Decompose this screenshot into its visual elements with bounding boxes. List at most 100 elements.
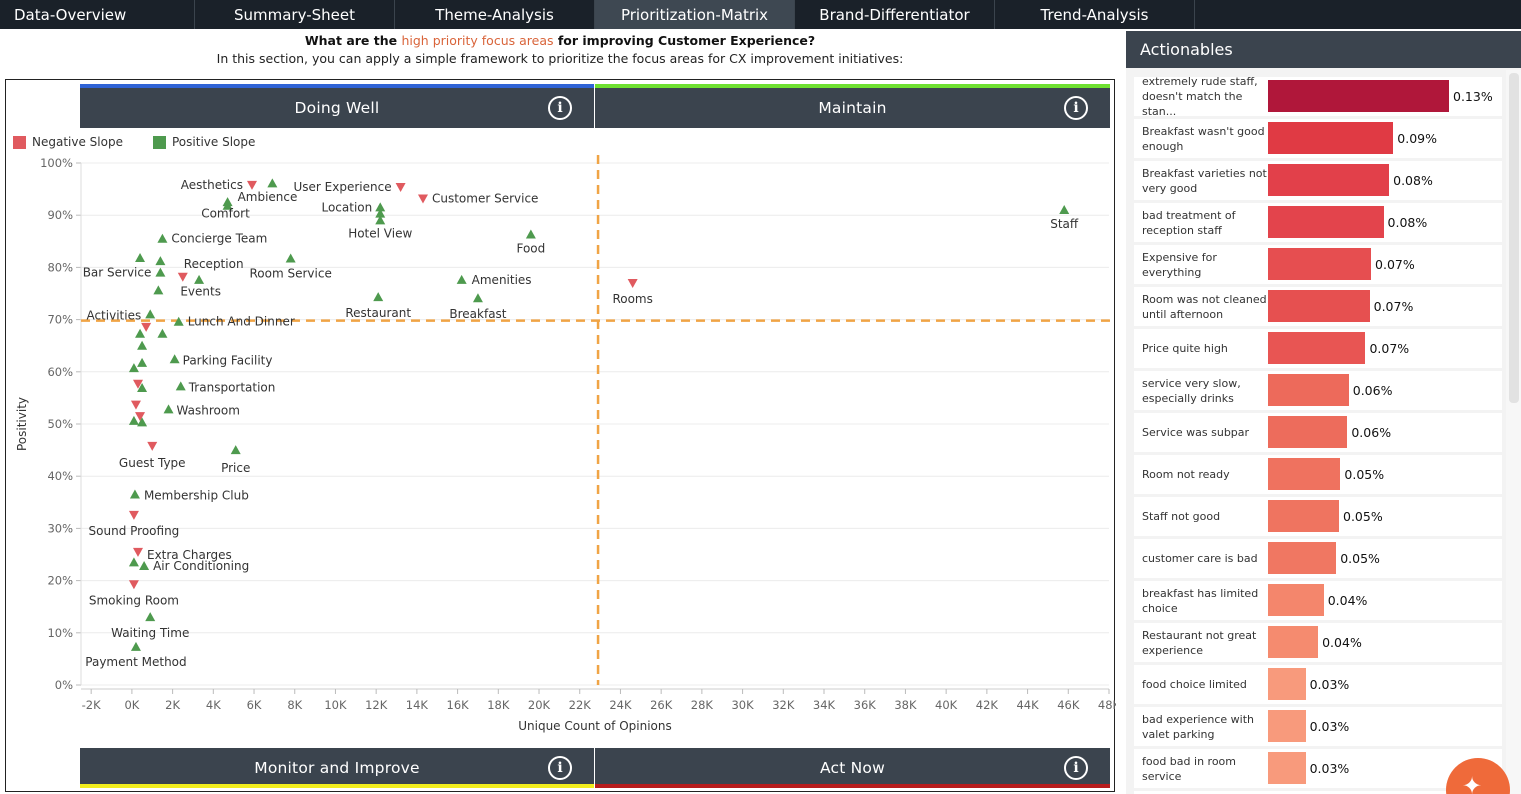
negative-slope-marker[interactable]: [147, 441, 158, 451]
actionable-bar[interactable]: [1268, 122, 1394, 154]
actionable-row[interactable]: bad experience with valet parking 0.03%: [1134, 707, 1502, 746]
actionable-row[interactable]: service very slow, especially drinks 0.06…: [1134, 371, 1502, 410]
actionable-bar[interactable]: [1268, 332, 1366, 364]
actionable-row[interactable]: extremely rude staff, doesn't match the …: [1134, 77, 1502, 116]
negative-slope-marker[interactable]: [130, 400, 141, 410]
negative-slope-marker[interactable]: [132, 379, 143, 389]
negative-slope-marker[interactable]: [141, 322, 152, 332]
negative-slope-marker[interactable]: [135, 412, 146, 422]
positive-slope-marker[interactable]: [194, 274, 205, 284]
negative-slope-marker[interactable]: [177, 272, 188, 282]
positive-slope-marker[interactable]: [1059, 204, 1070, 214]
positive-slope-marker[interactable]: [230, 445, 241, 455]
actionable-bar[interactable]: [1268, 626, 1319, 658]
actionable-row[interactable]: Breakfast wasn't good enough 0.09%: [1134, 119, 1502, 158]
tab-trend-analysis[interactable]: Trend-Analysis: [995, 0, 1195, 29]
positive-slope-marker[interactable]: [145, 309, 156, 319]
positive-slope-marker[interactable]: [137, 417, 148, 427]
positive-slope-marker[interactable]: [137, 340, 148, 350]
positive-slope-marker[interactable]: [129, 489, 140, 499]
actionable-bar[interactable]: [1268, 458, 1341, 490]
negative-slope-marker[interactable]: [627, 279, 638, 289]
legend-negative[interactable]: Negative Slope: [13, 135, 123, 149]
actionable-row[interactable]: Breakfast area small: [1134, 791, 1502, 794]
actionable-bar[interactable]: [1268, 710, 1306, 742]
x-tick-label: 48K: [1098, 698, 1116, 712]
positive-slope-marker[interactable]: [139, 560, 150, 570]
actionable-bar[interactable]: [1268, 416, 1348, 448]
actionable-row[interactable]: Staff not good 0.05%: [1134, 497, 1502, 536]
positive-slope-marker[interactable]: [472, 293, 483, 303]
positive-slope-marker[interactable]: [128, 557, 139, 567]
actionable-row[interactable]: food choice limited 0.03%: [1134, 665, 1502, 704]
negative-slope-marker[interactable]: [417, 194, 428, 204]
positive-slope-marker[interactable]: [137, 382, 148, 392]
actionable-bar[interactable]: [1268, 80, 1449, 112]
info-icon[interactable]: i: [548, 96, 572, 120]
actionable-bar[interactable]: [1268, 668, 1306, 700]
actionable-row[interactable]: bad treatment of reception staff 0.08%: [1134, 203, 1502, 242]
actionable-row[interactable]: Service was subpar 0.06%: [1134, 413, 1502, 452]
actionable-bar[interactable]: [1268, 500, 1339, 532]
actionable-bar[interactable]: [1268, 290, 1370, 322]
negative-slope-marker[interactable]: [395, 183, 406, 193]
actionables-scroll-thumb[interactable]: [1509, 73, 1519, 403]
positive-slope-marker[interactable]: [155, 256, 166, 266]
info-icon[interactable]: i: [1064, 96, 1088, 120]
positive-slope-marker[interactable]: [130, 641, 141, 651]
positive-slope-marker[interactable]: [222, 200, 233, 210]
tab-theme-analysis[interactable]: Theme-Analysis: [395, 0, 595, 29]
positive-slope-marker[interactable]: [128, 363, 139, 373]
positive-slope-marker[interactable]: [456, 274, 467, 284]
positive-slope-marker[interactable]: [175, 381, 186, 391]
negative-slope-marker[interactable]: [128, 510, 139, 520]
positive-slope-marker[interactable]: [145, 612, 156, 622]
legend-positive[interactable]: Positive Slope: [153, 135, 255, 149]
positive-slope-marker[interactable]: [375, 202, 386, 212]
positive-slope-marker[interactable]: [169, 354, 180, 364]
tab-brand-differentiator[interactable]: Brand-Differentiator: [795, 0, 995, 29]
negative-slope-marker[interactable]: [246, 180, 257, 190]
positive-slope-marker[interactable]: [157, 233, 168, 243]
negative-slope-marker[interactable]: [128, 580, 139, 590]
actionable-row[interactable]: Price quite high 0.07%: [1134, 329, 1502, 368]
positive-slope-marker[interactable]: [285, 253, 296, 263]
actionable-row[interactable]: Room not ready 0.05%: [1134, 455, 1502, 494]
actionable-bar[interactable]: [1268, 248, 1372, 280]
actionable-row[interactable]: Restaurant not great experience 0.04%: [1134, 623, 1502, 662]
negative-slope-marker[interactable]: [132, 547, 143, 557]
positive-slope-marker[interactable]: [153, 285, 164, 295]
actionable-bar[interactable]: [1268, 752, 1306, 784]
tab-prioritization-matrix[interactable]: Prioritization-Matrix: [595, 0, 795, 29]
positive-slope-marker[interactable]: [173, 316, 184, 326]
actionable-row[interactable]: Breakfast varieties not very good 0.08%: [1134, 161, 1502, 200]
info-icon[interactable]: i: [548, 756, 572, 780]
positive-slope-marker[interactable]: [135, 253, 146, 263]
positive-slope-marker[interactable]: [163, 404, 174, 414]
positive-slope-marker[interactable]: [137, 357, 148, 367]
positive-slope-marker[interactable]: [135, 328, 146, 338]
positive-slope-marker[interactable]: [375, 215, 386, 225]
actionable-bar[interactable]: [1268, 206, 1384, 238]
actionable-bar[interactable]: [1268, 164, 1390, 196]
x-tick-label: 24K: [609, 698, 632, 712]
positive-slope-marker[interactable]: [375, 208, 386, 218]
point-label: Breakfast: [449, 307, 506, 321]
positive-slope-marker[interactable]: [373, 292, 384, 302]
tab-data-overview[interactable]: Data-Overview: [0, 0, 195, 29]
actionable-row[interactable]: breakfast has limited choice 0.04%: [1134, 581, 1502, 620]
positive-slope-marker[interactable]: [157, 328, 168, 338]
info-icon[interactable]: i: [1064, 756, 1088, 780]
tab-summary-sheet[interactable]: Summary-Sheet: [195, 0, 395, 29]
actionable-bar[interactable]: [1268, 584, 1324, 616]
actionable-row[interactable]: customer care is bad 0.05%: [1134, 539, 1502, 578]
actionable-row[interactable]: Expensive for everything 0.07%: [1134, 245, 1502, 284]
actionable-row[interactable]: food bad in room service 0.03%: [1134, 749, 1502, 788]
positive-slope-marker[interactable]: [267, 178, 278, 188]
actionable-bar[interactable]: [1268, 542, 1337, 574]
positive-slope-marker[interactable]: [128, 415, 139, 425]
actionable-row[interactable]: Room was not cleaned until afternoon 0.07…: [1134, 287, 1502, 326]
positive-slope-marker[interactable]: [525, 229, 536, 239]
actionable-bar[interactable]: [1268, 374, 1349, 406]
positive-slope-marker[interactable]: [155, 267, 166, 277]
